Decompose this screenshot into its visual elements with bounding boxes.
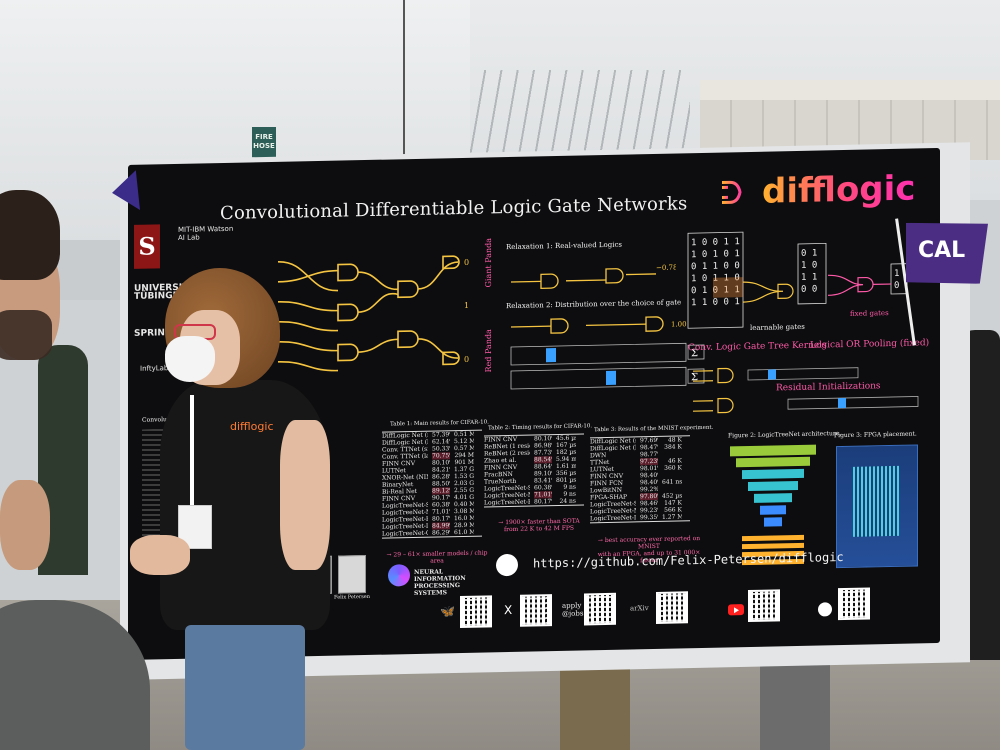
presenter: difflogic bbox=[130, 268, 350, 750]
table1: DiffLogic Net (medium) 57.39% 0.51 M DiffLo… bbox=[382, 429, 482, 539]
ceiling-truss bbox=[470, 70, 690, 160]
table-cell: LogicTreeNet-G bbox=[382, 529, 428, 538]
poster-title: Convolutional Differentiable Logic Gate … bbox=[220, 193, 688, 225]
kernels-caption: Conv. Logic Gate Tree Kernels bbox=[688, 340, 827, 354]
table-cell: 61.0 M bbox=[454, 528, 474, 537]
svg-text:1 0 1 1 0: 1 0 1 1 0 bbox=[691, 273, 740, 284]
relaxation-1-title: Relaxation 1: Real-valued Logics bbox=[506, 240, 622, 252]
foreground-hair bbox=[0, 190, 60, 280]
arxiv-label: arXiv bbox=[630, 604, 649, 613]
svg-text:0 1: 0 1 bbox=[801, 249, 817, 259]
table-row: LogicTreeNet-L 99.35% 1.27 M bbox=[590, 513, 690, 522]
difflogic-brand: difflogic bbox=[720, 169, 915, 213]
svg-text:Σ: Σ bbox=[691, 372, 698, 383]
qr-code-bluesky bbox=[460, 595, 492, 629]
relaxation-2-title: Relaxation 2: Distribution over the choi… bbox=[506, 298, 682, 311]
shirt-logo: difflogic bbox=[230, 420, 274, 433]
lanyard bbox=[190, 395, 194, 505]
svg-text:0: 0 bbox=[464, 355, 469, 364]
name-badge bbox=[178, 505, 212, 549]
neurips-label: NEURAL INFORMATION PROCESSING SYSTEMS bbox=[414, 568, 466, 598]
table1-title: Table 1: Main results for CIFAR-10. bbox=[390, 419, 489, 428]
youtube-icon bbox=[728, 604, 744, 616]
table-cell: LogicTreeNet-B bbox=[484, 498, 530, 507]
relaxation-2-diagram: 1.00 Σ Σ bbox=[510, 316, 705, 390]
architecture-figure bbox=[730, 444, 816, 566]
conv-kernel-diagram: 1 0 0 1 11 0 1 0 1 0 1 1 0 01 0 1 1 0 0 … bbox=[687, 231, 908, 329]
apply-jobs-label: apply @jobs bbox=[562, 601, 584, 618]
background-person-legs-right bbox=[760, 650, 830, 750]
svg-text:1 0 0 1 1: 1 0 0 1 1 bbox=[691, 237, 740, 248]
table2: FINN CNV 80.10% 45.6 µs ReBNet (1 residual)… bbox=[484, 433, 584, 508]
relaxation-2-value: 1.00 bbox=[671, 320, 687, 328]
relaxation-value: −0.78 bbox=[656, 263, 676, 271]
brand-wordmark: difflogic bbox=[762, 168, 916, 212]
cal-flag-text: CAL bbox=[918, 238, 966, 263]
github-icon bbox=[496, 553, 518, 577]
table3-title: Table 3: Results of the MNIST experiment… bbox=[594, 424, 714, 434]
svg-text:0: 0 bbox=[894, 281, 899, 291]
neurips-logo-icon bbox=[388, 564, 410, 587]
svg-text:0: 0 bbox=[464, 258, 469, 267]
svg-text:0 0: 0 0 bbox=[801, 285, 817, 295]
svg-text:1: 1 bbox=[894, 269, 899, 279]
fig3-title: Figure 3: FPGA placement. bbox=[834, 430, 917, 440]
qr-code-youtube bbox=[748, 589, 780, 623]
presenter-hands bbox=[130, 535, 190, 575]
fpga-placement-core bbox=[853, 465, 899, 537]
svg-text:Σ: Σ bbox=[691, 348, 698, 359]
x-icon: X bbox=[504, 602, 513, 618]
svg-text:1 0: 1 0 bbox=[801, 261, 817, 271]
foreground-beard bbox=[0, 310, 52, 360]
svg-text:1 1 0 0 1: 1 1 0 0 1 bbox=[691, 297, 740, 308]
foreground-person bbox=[0, 180, 160, 750]
table-cell: LogicTreeNet-L bbox=[590, 514, 636, 523]
table-cell: 80.17% bbox=[534, 498, 552, 506]
face-mask bbox=[165, 336, 215, 382]
giant-panda-label: Giant Panda bbox=[484, 237, 493, 288]
logic-gate-network-diagram: 0 1 0 bbox=[277, 255, 469, 372]
table-row: LogicTreeNet-B 80.17% 24 ns bbox=[484, 497, 584, 507]
qr-code-github bbox=[838, 587, 870, 621]
table2-note: → 1900× faster than SOTA from 22 K to 42… bbox=[498, 517, 580, 534]
presenter-jeans bbox=[185, 625, 305, 750]
poster: S MIT-IBM Watson AI Lab UNIVERSITÄT TÜBI… bbox=[128, 147, 940, 660]
bluesky-icon: 🦋 bbox=[440, 604, 455, 619]
table1-note: → 29 – 61× smaller models / chip area bbox=[386, 549, 488, 565]
qr-code-x bbox=[520, 594, 552, 627]
svg-text:1 0 1 0 1: 1 0 1 0 1 bbox=[691, 249, 740, 260]
difflogic-logo-icon bbox=[722, 180, 752, 205]
svg-text:1 1: 1 1 bbox=[801, 273, 817, 283]
foreground-hand bbox=[0, 480, 50, 570]
qr-code-arxiv bbox=[656, 591, 688, 624]
table-cell: 86.29% bbox=[432, 529, 450, 537]
red-panda-label: Red Panda bbox=[484, 329, 493, 373]
residual-diagram bbox=[693, 367, 919, 414]
learnable-gates-caption: learnable gates bbox=[750, 322, 805, 332]
table-cell: 1.27 M bbox=[662, 513, 682, 521]
fig2-title: Figure 2: LogicTreeNet architecture. bbox=[728, 430, 842, 440]
svg-text:0 1 0 1 1: 0 1 0 1 1 bbox=[691, 285, 740, 296]
github-small-icon bbox=[818, 602, 832, 617]
presenter-arm bbox=[280, 420, 330, 570]
hanging-cable bbox=[403, 0, 405, 190]
table3: DiffLogic Net (s) 97.69% 48 K DiffLogic Net… bbox=[590, 435, 690, 524]
svg-text:1: 1 bbox=[464, 301, 469, 310]
svg-text:0 1 1 0 0: 0 1 1 0 0 bbox=[691, 261, 740, 272]
table-row: LogicTreeNet-G 86.29% 61.0 M bbox=[382, 529, 482, 538]
qr-code-jobs bbox=[584, 592, 616, 626]
fpga-placement-figure bbox=[836, 444, 918, 569]
foreground-sweater bbox=[0, 600, 150, 750]
fixed-gates-caption: fixed gates bbox=[850, 309, 889, 318]
table2-title: Table 2: Timing results for CIFAR-10. bbox=[488, 423, 593, 432]
affiliation-ibm: MIT-IBM Watson AI Lab bbox=[178, 224, 234, 242]
table-cell: 99.35% bbox=[640, 513, 658, 522]
table-cell: 24 ns bbox=[559, 497, 577, 505]
relaxation-1-diagram: −0.78 bbox=[511, 263, 676, 290]
